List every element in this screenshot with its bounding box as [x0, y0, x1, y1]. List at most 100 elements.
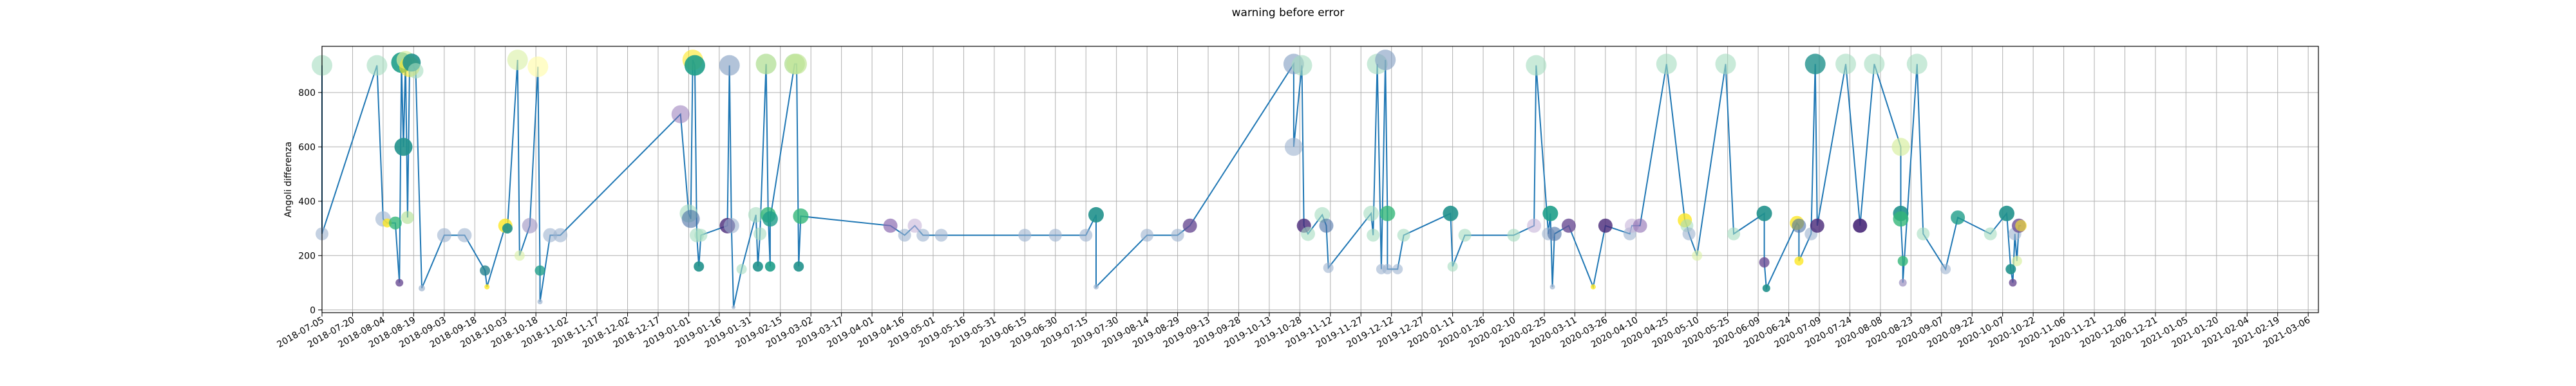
- data-point: [1984, 227, 1997, 241]
- data-point: [1526, 55, 1547, 76]
- data-point: [1759, 257, 1770, 268]
- data-point: [1542, 205, 1558, 221]
- data-point: [394, 138, 413, 156]
- data-point: [1088, 207, 1104, 223]
- data-point: [1951, 210, 1965, 225]
- data-point: [480, 265, 491, 276]
- data-point: [1367, 228, 1380, 242]
- chart-title: warning before error: [1232, 6, 1345, 19]
- y-axis: 0 200 400 600 800: [298, 88, 322, 316]
- data-point: [898, 228, 911, 242]
- grid: [321, 46, 2318, 313]
- data-point: [762, 211, 778, 227]
- data-point: [1762, 284, 1770, 292]
- data-point: [1682, 227, 1696, 241]
- data-point: [2015, 219, 2027, 232]
- data-point: [537, 299, 543, 305]
- data-point: [1301, 226, 1315, 241]
- data-point: [502, 223, 513, 234]
- data-point: [1397, 228, 1410, 242]
- data-point: [753, 227, 767, 241]
- data-point: [1692, 250, 1703, 261]
- data-point: [671, 105, 690, 124]
- data-point: [553, 228, 568, 243]
- y-axis-label: Angoli differenza: [283, 142, 294, 217]
- data-point: [1382, 264, 1393, 275]
- data-point: [1458, 228, 1472, 242]
- data-point: [1897, 255, 1908, 266]
- data-point: [388, 216, 402, 230]
- axes-frame: [321, 46, 2319, 313]
- data-point: [681, 210, 700, 228]
- data-point: [764, 261, 775, 272]
- data-point: [793, 208, 809, 224]
- data-point: [1893, 211, 1909, 227]
- data-point: [1598, 218, 1613, 233]
- data-point: [395, 279, 404, 287]
- data-point: [419, 285, 425, 291]
- data-point: [755, 53, 777, 75]
- data-point: [1171, 228, 1184, 242]
- data-point: [1094, 284, 1099, 290]
- data-point: [1284, 138, 1303, 156]
- data-point: [437, 228, 451, 243]
- data-point: [1853, 218, 1868, 233]
- data-point: [1291, 55, 1312, 76]
- data-point: [1835, 53, 1857, 75]
- y-tick-label: 200: [298, 251, 316, 261]
- data-point: [748, 207, 764, 223]
- data-point: [1792, 218, 1806, 233]
- data-point: [1561, 218, 1576, 233]
- data-point: [1906, 53, 1927, 75]
- data-point: [527, 56, 549, 77]
- data-point: [694, 228, 708, 242]
- data-point: [1323, 262, 1334, 273]
- y-tick-label: 0: [310, 306, 316, 316]
- data-point: [2011, 255, 2022, 266]
- data-point: [1018, 228, 1032, 242]
- data-point: [1656, 53, 1677, 75]
- data-point: [934, 228, 948, 242]
- data-point: [514, 250, 525, 261]
- data-point: [1999, 205, 2014, 221]
- data-point: [1527, 218, 1542, 233]
- y-tick-label: 600: [298, 142, 316, 152]
- data-point: [1079, 228, 1093, 242]
- data-point: [1940, 264, 1951, 275]
- data-point: [484, 284, 490, 290]
- data-point: [1392, 264, 1403, 275]
- data-point: [1375, 50, 1396, 71]
- data-point: [916, 228, 930, 242]
- data-point: [543, 228, 558, 243]
- data-point: [732, 305, 735, 309]
- data-point: [366, 55, 388, 76]
- data-point: [1379, 205, 1396, 221]
- data-point: [1549, 284, 1555, 290]
- data-point: [507, 50, 528, 71]
- data-point: [1363, 205, 1379, 221]
- data-point: [1319, 218, 1334, 233]
- data-point: [1917, 227, 1930, 241]
- data-point: [1804, 53, 1826, 75]
- data-point: [723, 217, 739, 234]
- data-point: [1794, 256, 1804, 266]
- data-point: [1727, 227, 1741, 241]
- scatter-points: [312, 50, 2027, 309]
- data-point: [522, 217, 538, 234]
- data-point: [401, 211, 414, 225]
- data-point: [2005, 264, 2016, 275]
- data-point: [408, 63, 424, 78]
- data-point: [1756, 205, 1772, 221]
- data-point: [1810, 218, 1824, 233]
- data-point: [907, 218, 922, 233]
- data-point: [1633, 218, 1647, 233]
- data-point: [535, 265, 545, 276]
- data-point: [1547, 226, 1562, 241]
- data-point: [1443, 205, 1459, 221]
- data-point: [883, 218, 898, 233]
- data-point: [1507, 228, 1520, 242]
- data-point: [457, 228, 472, 243]
- data-point: [1899, 279, 1907, 287]
- data-point: [1182, 218, 1197, 233]
